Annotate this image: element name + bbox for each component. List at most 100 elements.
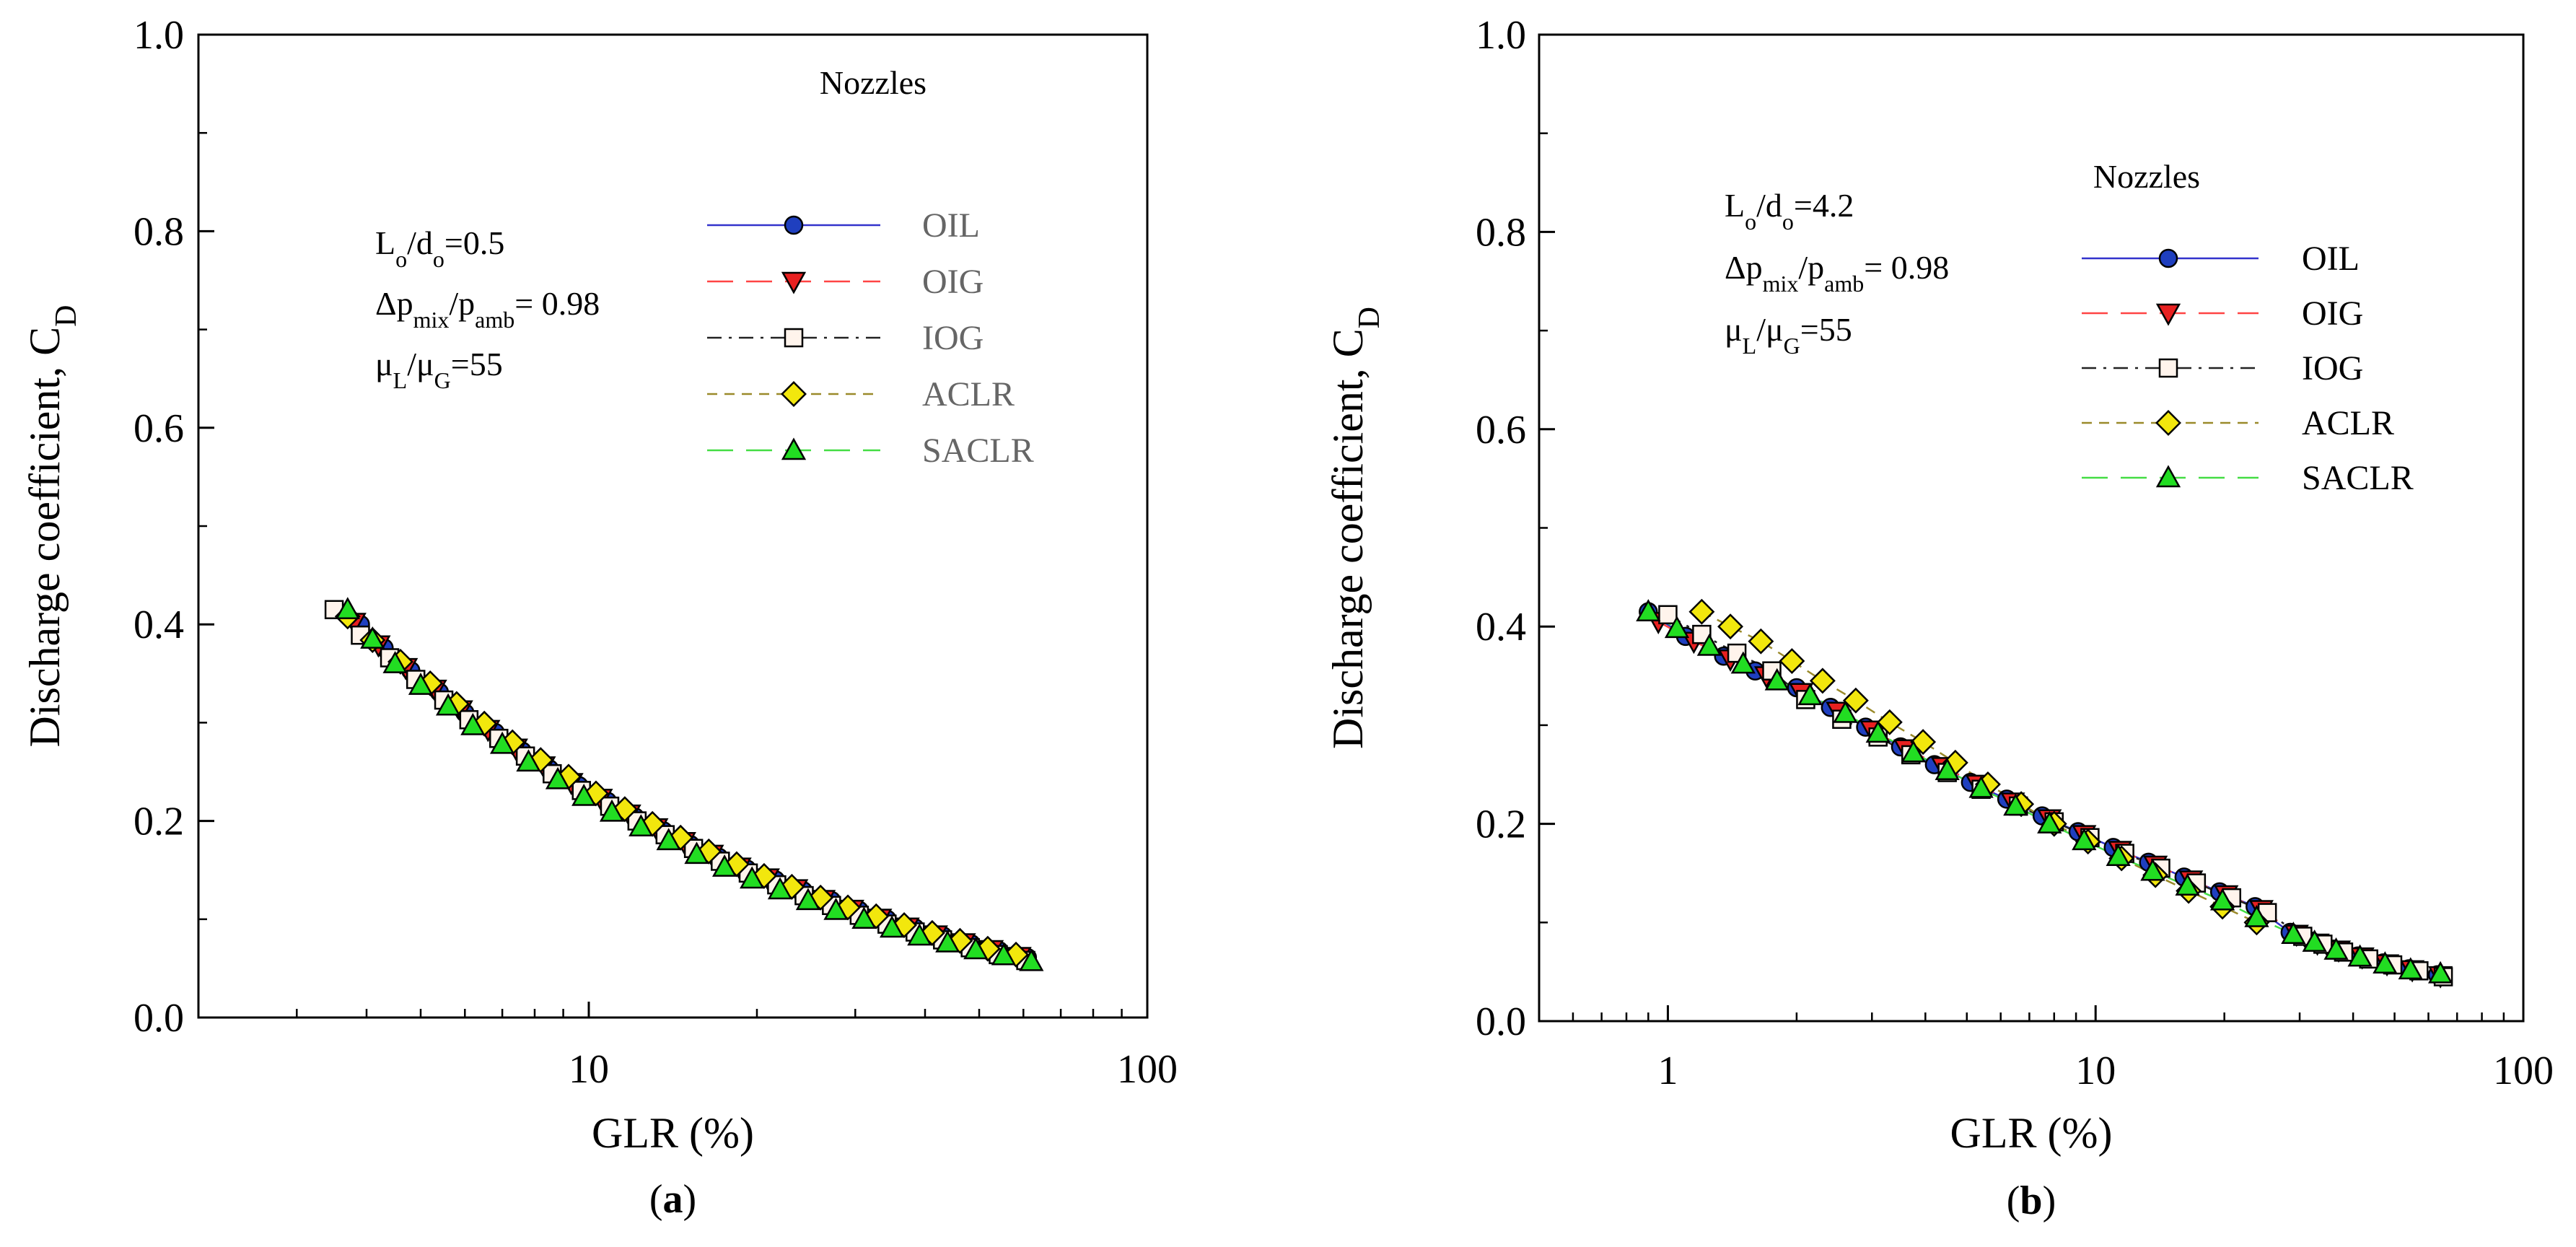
data-point-saclr	[435, 693, 461, 716]
data-point-saclr	[740, 866, 765, 889]
data-point-saclr	[1865, 720, 1891, 743]
y-tick-label: 1.0	[1476, 13, 1526, 58]
series-line-saclr	[346, 608, 1032, 963]
legend-label-saclr: SACLR	[2302, 459, 2414, 497]
data-point-saclr	[628, 814, 654, 837]
data-point-saclr	[1901, 740, 1926, 763]
legend-label-iog: IOG	[922, 319, 983, 357]
data-point-saclr	[880, 915, 905, 938]
legend-label-oil: OIL	[2302, 240, 2360, 278]
legend-label-aclr: ACLR	[922, 375, 1015, 414]
data-point-aclr	[1748, 628, 1774, 655]
series-line-iog	[333, 608, 1026, 962]
data-point-saclr	[2244, 904, 2269, 927]
data-point-saclr	[767, 877, 793, 900]
series-line-iog	[1667, 613, 2444, 978]
y-tick-label: 0.8	[1476, 210, 1526, 255]
y-tick-label: 0.0	[1476, 999, 1526, 1044]
data-point-saclr	[489, 731, 515, 754]
data-point-saclr	[2037, 811, 2062, 833]
condition-annotation: Lo/do=4.2	[1725, 187, 1854, 235]
data-point-aclr	[724, 851, 750, 878]
plot-frame	[1538, 33, 2525, 1023]
x-axis-label: GLR (%)	[1950, 1109, 2113, 1157]
data-point-saclr	[516, 749, 541, 772]
panel-caption: (b)	[2007, 1178, 2056, 1223]
data-point-saclr	[1833, 700, 1858, 723]
y-tick-label: 0.6	[1476, 408, 1526, 452]
series-line-aclr	[346, 616, 1017, 956]
data-point-saclr	[2140, 858, 2165, 881]
condition-annotation: Lo/do=0.5	[375, 224, 504, 272]
chart-panel-a: 0.0 0.2 0.4 0.6 0.8 1.0 10 100 GLR (%) Discharge …	[21, 13, 1178, 1222]
data-point-aclr	[835, 894, 862, 921]
data-point-saclr	[963, 937, 989, 960]
data-point-saclr	[1797, 683, 1823, 706]
condition-annotation: μL/μG=55	[1725, 311, 1852, 359]
legend-label-iog: IOG	[2302, 349, 2363, 388]
data-point-saclr	[360, 626, 385, 649]
x-tick-label: 100	[2493, 1049, 2554, 1093]
y-tick-label: 0.4	[1476, 605, 1526, 649]
x-tick-label: 10	[569, 1047, 609, 1092]
data-point-aclr	[947, 927, 973, 954]
data-point-saclr	[1968, 775, 1994, 798]
data-point-saclr	[1764, 668, 1789, 691]
data-point-aclr	[1809, 668, 1836, 694]
plot-frame	[197, 33, 1149, 1019]
condition-annotation: μL/μG=55	[375, 346, 503, 393]
legend-title: Nozzles	[2093, 158, 2200, 195]
legend-marker-saclr	[2155, 465, 2181, 488]
data-point-aclr	[611, 796, 638, 823]
data-point-saclr	[2281, 922, 2306, 944]
data-point-saclr	[1935, 758, 1960, 781]
legend-marker-aclr	[2155, 410, 2181, 436]
data-point-iog	[1692, 624, 1712, 644]
data-point-saclr	[656, 828, 681, 851]
legend-label-saclr: SACLR	[922, 432, 1034, 470]
y-tick-label: 1.0	[133, 13, 184, 58]
data-point-saclr	[2003, 793, 2028, 816]
data-point-iog	[1658, 605, 1678, 625]
data-point-saclr	[2175, 873, 2200, 896]
legend-marker-iog	[2158, 358, 2178, 378]
legend-marker-saclr	[781, 437, 807, 460]
data-point-aclr	[750, 862, 777, 889]
data-point-aclr	[1876, 709, 1903, 735]
data-point-saclr	[851, 906, 877, 929]
y-tick-label: 0.0	[133, 996, 184, 1041]
data-point-saclr	[823, 897, 849, 920]
data-point-saclr	[382, 651, 408, 673]
data-point-saclr	[571, 783, 597, 806]
y-axis-label: Discharge coefficient, CD	[1324, 307, 1386, 749]
series-line-oig	[353, 621, 1020, 958]
data-point-saclr	[2302, 929, 2327, 952]
legend-marker-oig	[2155, 303, 2181, 326]
legend-label-oig: OIG	[922, 263, 983, 301]
legend-label-aclr: ACLR	[2302, 404, 2394, 442]
data-point-saclr	[2072, 828, 2097, 851]
data-point-saclr	[684, 841, 709, 865]
panel-caption: (a)	[649, 1177, 696, 1222]
condition-annotation: Δpmix/pamb= 0.98	[375, 285, 600, 333]
data-point-saclr	[1636, 599, 1661, 621]
legend-marker-aclr	[781, 381, 807, 407]
x-tick-label: 100	[1117, 1047, 1178, 1092]
data-point-saclr	[795, 888, 821, 911]
series-line-oil	[359, 624, 1028, 959]
data-point-saclr	[2347, 944, 2373, 967]
legend-marker-iog	[784, 328, 804, 348]
data-point-saclr	[2373, 951, 2398, 973]
data-point-saclr	[1730, 651, 1756, 674]
data-point-aclr	[1842, 687, 1869, 714]
data-point-saclr	[2427, 961, 2453, 984]
data-point-saclr	[1019, 948, 1044, 971]
data-point-saclr	[1664, 616, 1690, 639]
data-point-aclr	[1717, 613, 1744, 640]
y-tick-label: 0.8	[133, 209, 184, 254]
legend-title: Nozzles	[820, 64, 926, 101]
legend-marker-oil	[2158, 248, 2178, 268]
data-point-saclr	[935, 929, 960, 953]
legend-label-oil: OIL	[922, 206, 980, 245]
